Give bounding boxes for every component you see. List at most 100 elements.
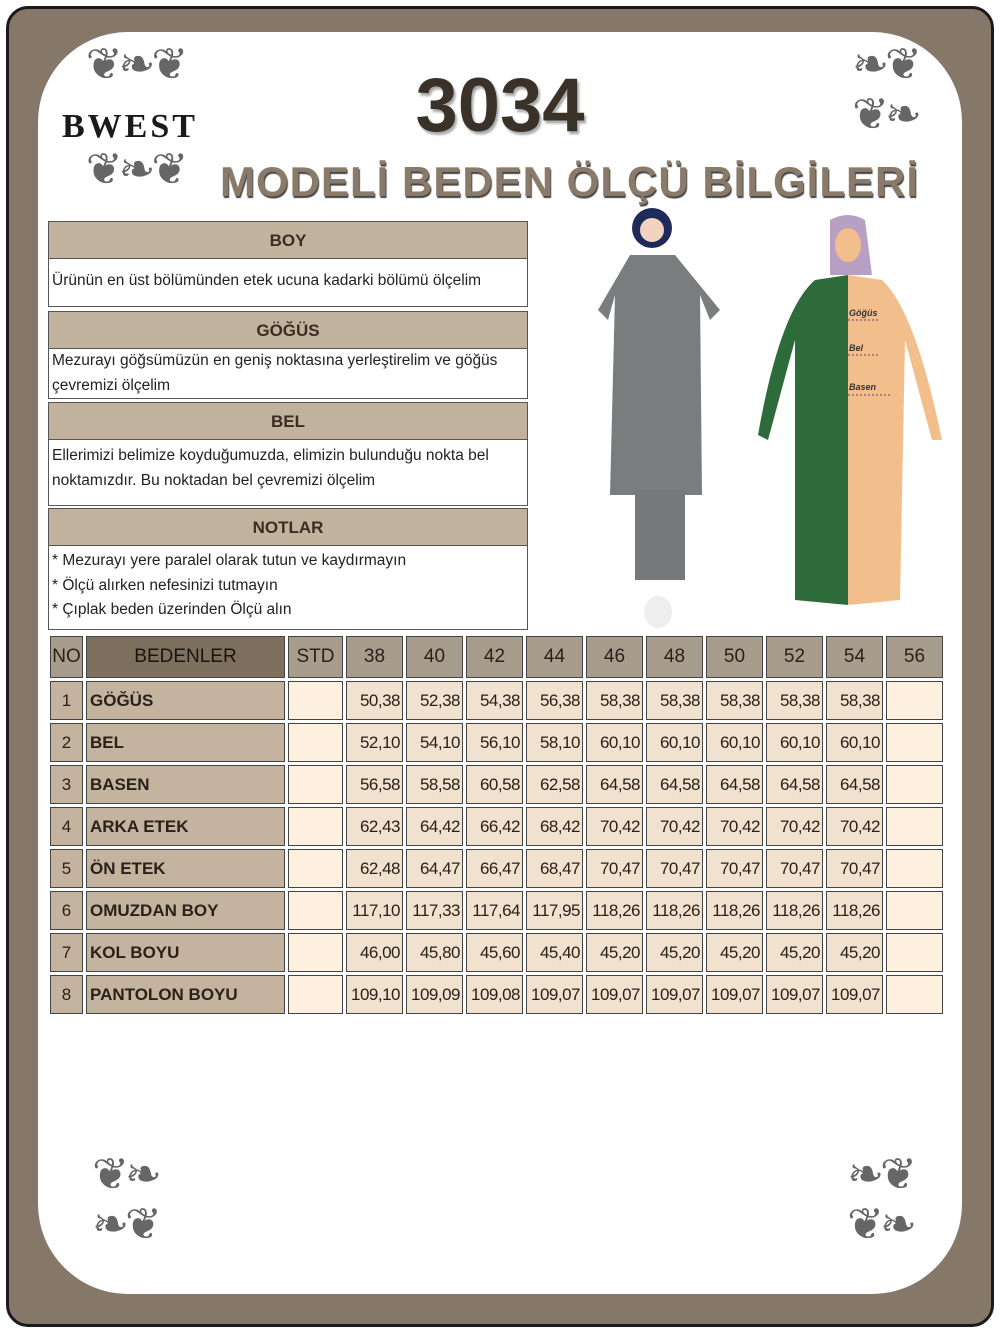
column-header: BEDENLER [86, 636, 285, 678]
value-cell: 60,10 [826, 723, 883, 762]
product-illustration: Göğüs Bel Basen [598, 208, 942, 628]
value-cell [886, 849, 943, 888]
table-row: 7 KOL BOYU 46,00 45,80 45,60 45,40 45,20 45,20 4… [50, 933, 943, 972]
section-boy: BOY Ürünün en üst bölümünden etek ucuna … [48, 221, 528, 307]
column-header: 46 [586, 636, 643, 678]
section-bel: BEL Ellerimizi belimize koyduğumuzda, el… [48, 402, 528, 506]
column-header: NO [50, 636, 83, 678]
table-row: 1 GÖĞÜS 50,38 52,38 54,38 56,38 58,38 58,38 58,3… [50, 681, 943, 720]
measurement-name: GÖĞÜS [86, 681, 285, 720]
std-cell [288, 849, 343, 888]
value-cell: 45,60 [466, 933, 523, 972]
column-header: 40 [406, 636, 463, 678]
row-number: 7 [50, 933, 83, 972]
std-cell [288, 933, 343, 972]
ornament-icon: ❦❧ ❧❦ [92, 1150, 162, 1249]
row-number: 8 [50, 975, 83, 1014]
std-cell [288, 765, 343, 804]
value-cell: 109,07 [646, 975, 703, 1014]
value-cell: 109,07 [826, 975, 883, 1014]
value-cell: 109,07 [766, 975, 823, 1014]
value-cell [886, 933, 943, 972]
value-cell: 58,38 [826, 681, 883, 720]
model-number: 3034 [415, 63, 585, 148]
value-cell [886, 807, 943, 846]
value-cell: 117,95 [526, 891, 583, 930]
value-cell: 118,26 [706, 891, 763, 930]
row-number: 2 [50, 723, 83, 762]
column-header: 48 [646, 636, 703, 678]
column-header: 54 [826, 636, 883, 678]
value-cell: 64,58 [766, 765, 823, 804]
value-cell: 45,20 [766, 933, 823, 972]
section-title: BEL [48, 402, 528, 440]
section-text: noktamızdır. Bu noktadan bel çevremizi ö… [52, 471, 376, 489]
value-cell: 118,26 [826, 891, 883, 930]
table-header-row: NO BEDENLER STD 38 40 42 44 46 48 50 52 54 56 [50, 636, 943, 678]
label-chest: Göğüs [849, 308, 878, 318]
column-header: 44 [526, 636, 583, 678]
value-cell: 62,48 [346, 849, 403, 888]
column-header: 38 [346, 636, 403, 678]
value-cell: 70,47 [826, 849, 883, 888]
value-cell: 45,40 [526, 933, 583, 972]
section-title: GÖĞÜS [48, 311, 528, 349]
value-cell: 109,07 [526, 975, 583, 1014]
model-photo [598, 208, 720, 628]
value-cell: 117,10 [346, 891, 403, 930]
column-header: 52 [766, 636, 823, 678]
measurement-name: OMUZDAN BOY [86, 891, 285, 930]
section-text: Mezurayı göğsümüzün en geniş noktasına y… [52, 352, 498, 369]
value-cell: 58,58 [406, 765, 463, 804]
value-cell: 68,42 [526, 807, 583, 846]
value-cell: 50,38 [346, 681, 403, 720]
measurement-name: ARKA ETEK [86, 807, 285, 846]
value-cell: 62,58 [526, 765, 583, 804]
measurement-name: ÖN ETEK [86, 849, 285, 888]
row-number: 5 [50, 849, 83, 888]
std-cell [288, 807, 343, 846]
value-cell: 64,42 [406, 807, 463, 846]
value-cell: 109,08 [466, 975, 523, 1014]
section-text: * Çıplak beden üzerinden Ölçü alın [52, 601, 292, 618]
value-cell: 70,42 [826, 807, 883, 846]
std-cell [288, 891, 343, 930]
value-cell: 64,58 [646, 765, 703, 804]
value-cell: 109,10 [346, 975, 403, 1014]
value-cell: 58,38 [586, 681, 643, 720]
value-cell: 64,58 [586, 765, 643, 804]
row-number: 1 [50, 681, 83, 720]
std-cell [288, 681, 343, 720]
value-cell: 58,38 [706, 681, 763, 720]
value-cell: 70,47 [646, 849, 703, 888]
measurement-name: BEL [86, 723, 285, 762]
measurement-name: BASEN [86, 765, 285, 804]
value-cell: 56,58 [346, 765, 403, 804]
ornament-icon: ❧❦ ❦❧ [852, 40, 922, 139]
value-cell: 118,26 [586, 891, 643, 930]
table-row: 8 PANTOLON BOYU 109,10 109,09 109,08 109,07 10… [50, 975, 943, 1014]
label-hip: Basen [849, 382, 877, 392]
ornament-icon: ❧❦ ❦❧ [847, 1150, 917, 1249]
value-cell: 64,58 [826, 765, 883, 804]
value-cell: 66,47 [466, 849, 523, 888]
section-gogus: GÖĞÜS Mezurayı göğsümüzün en geniş nokta… [48, 311, 528, 399]
value-cell: 52,38 [406, 681, 463, 720]
column-header: STD [288, 636, 343, 678]
column-header: 50 [706, 636, 763, 678]
section-text: çevremizi ölçelim [52, 376, 170, 394]
value-cell [886, 681, 943, 720]
value-cell: 70,42 [646, 807, 703, 846]
row-number: 4 [50, 807, 83, 846]
value-cell: 118,26 [646, 891, 703, 930]
value-cell [886, 765, 943, 804]
table-row: 2 BEL 52,10 54,10 56,10 58,10 60,10 60,10 60,10 6… [50, 723, 943, 762]
value-cell: 45,20 [706, 933, 763, 972]
value-cell: 109,07 [706, 975, 763, 1014]
value-cell: 45,20 [646, 933, 703, 972]
value-cell [886, 975, 943, 1014]
row-number: 6 [50, 891, 83, 930]
value-cell: 45,20 [826, 933, 883, 972]
value-cell: 70,47 [586, 849, 643, 888]
value-cell: 109,07 [586, 975, 643, 1014]
